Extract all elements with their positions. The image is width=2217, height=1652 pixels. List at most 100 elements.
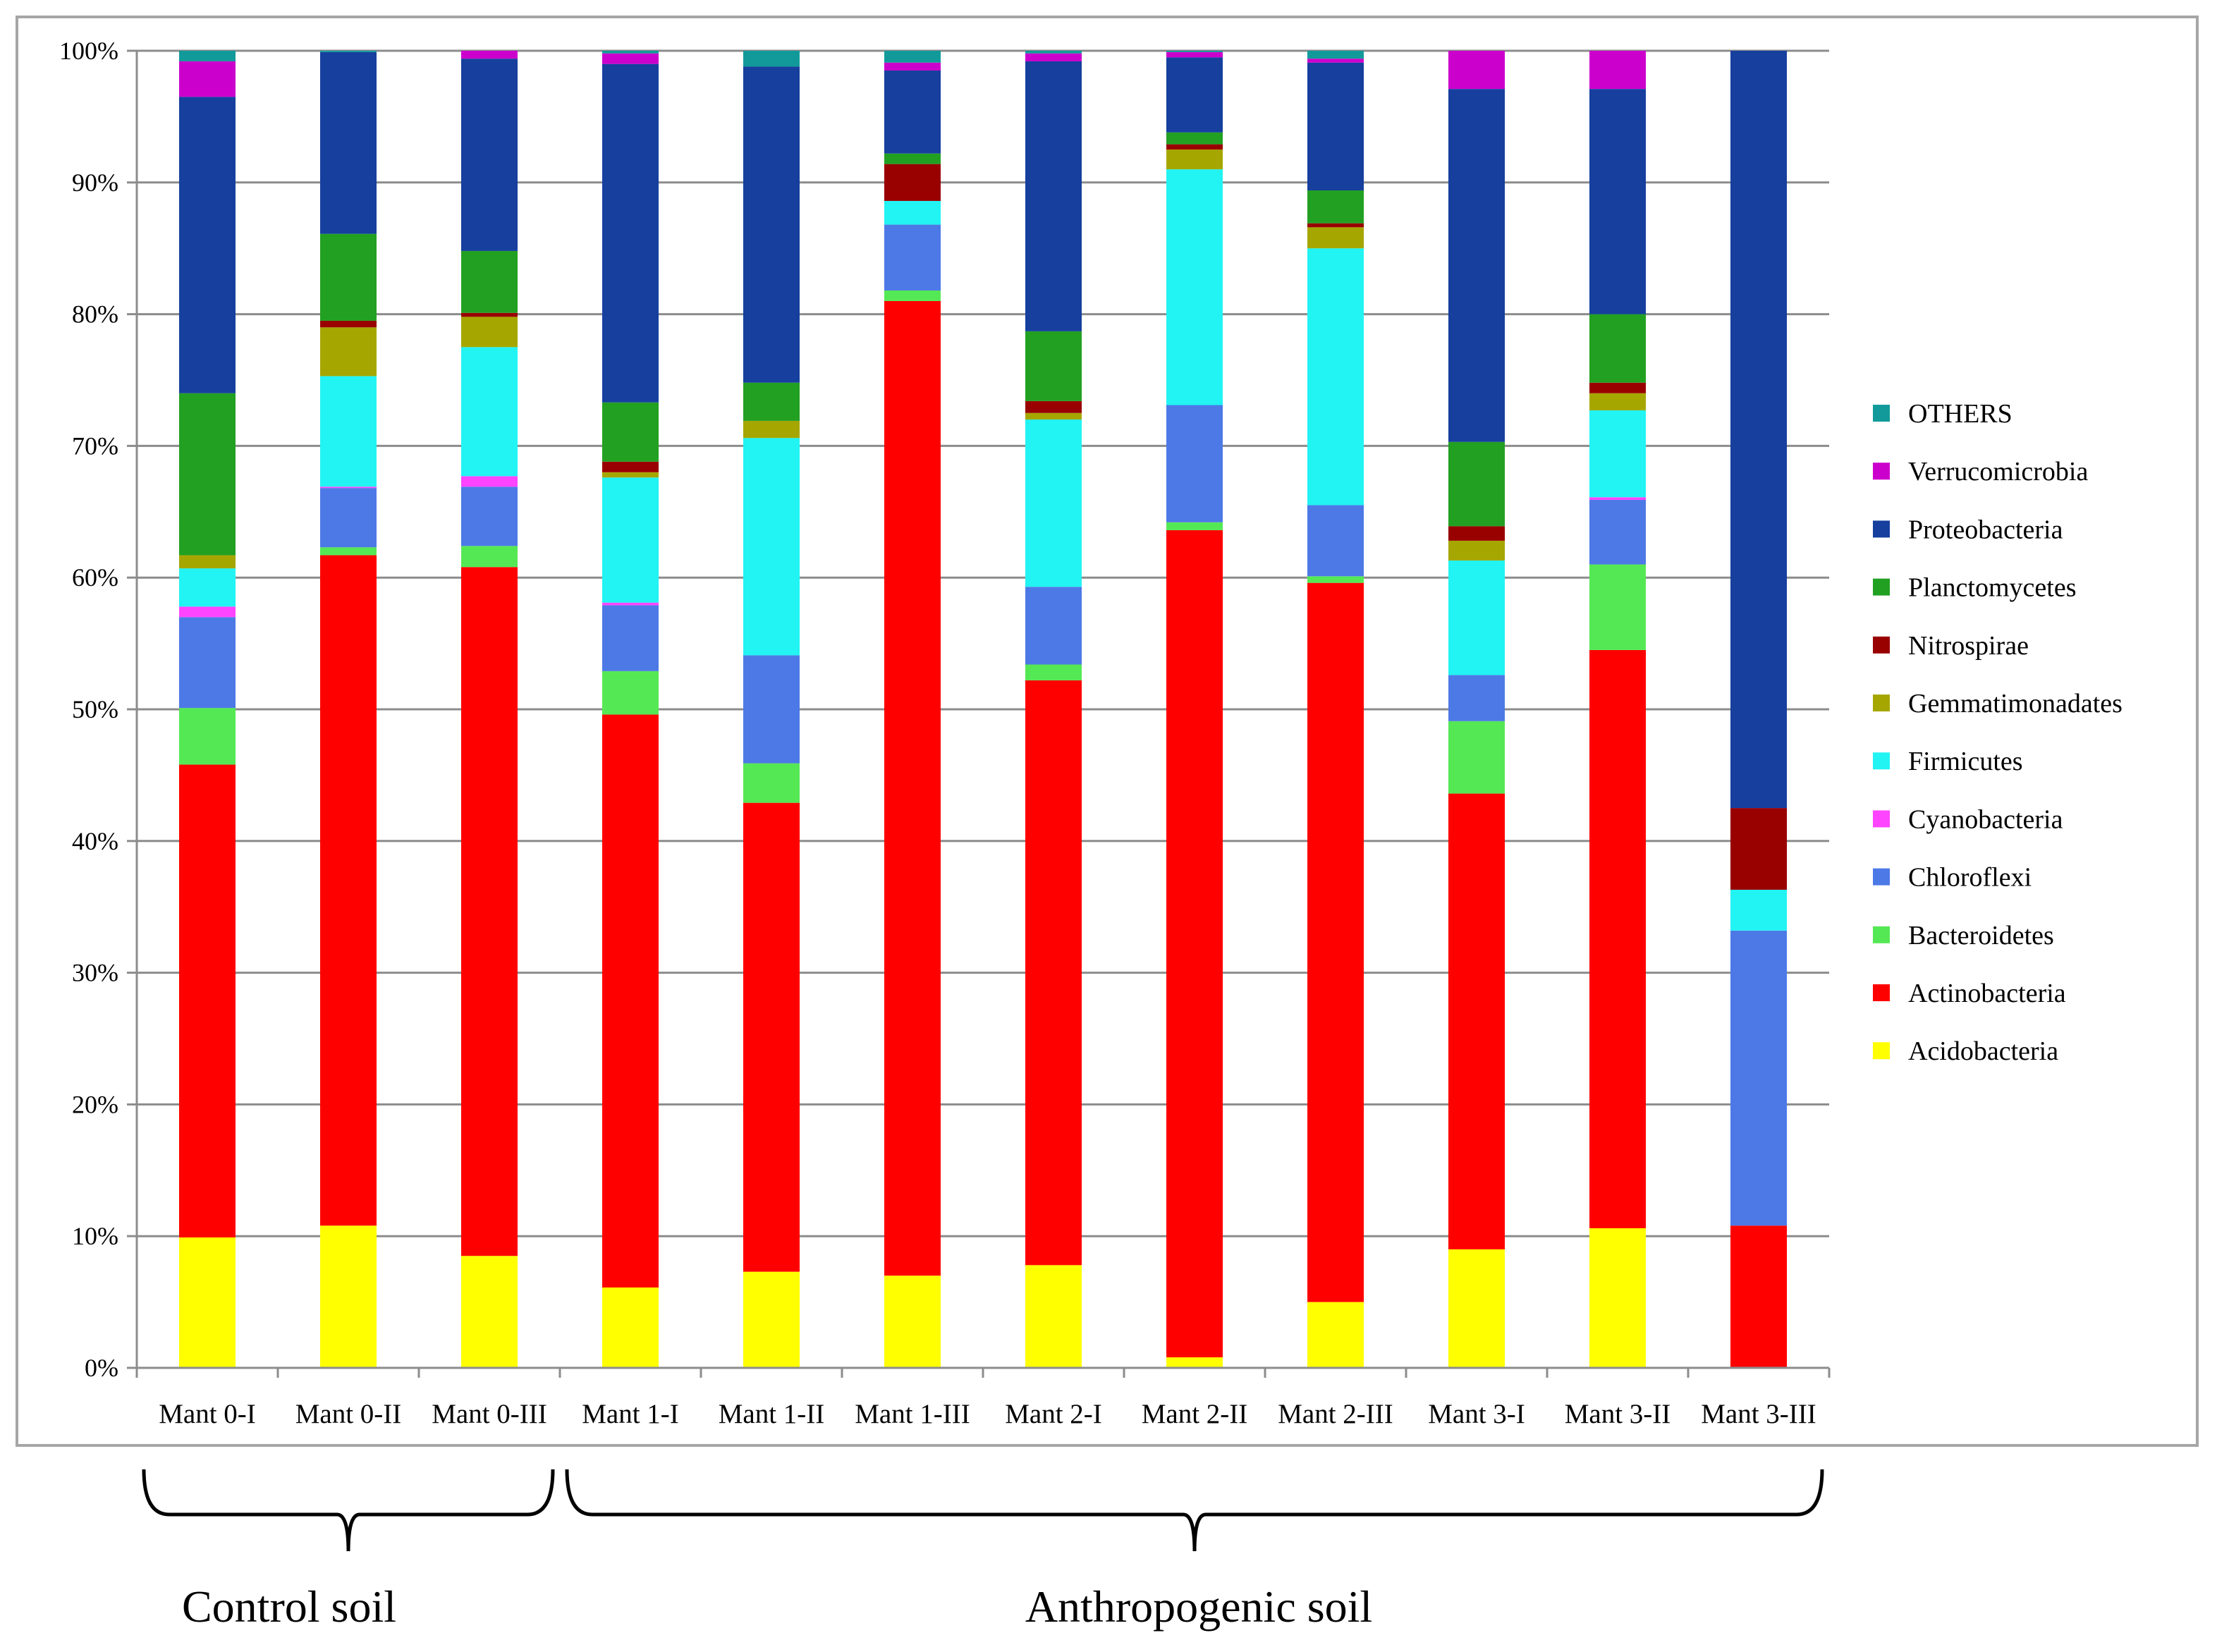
bar-segment	[743, 802, 800, 1272]
legend-swatch	[1873, 810, 1890, 828]
bar-segment	[179, 51, 236, 61]
bar-segment	[461, 347, 518, 477]
bar-segment	[743, 1271, 800, 1368]
bar-segment	[884, 71, 941, 154]
bar-segment	[1025, 680, 1082, 1266]
bar-segment	[884, 62, 941, 71]
bar-segment	[179, 606, 236, 618]
bar-segment	[1025, 420, 1082, 587]
legend-swatch	[1873, 752, 1890, 770]
bar-segment	[179, 708, 236, 765]
bar-segment	[1025, 331, 1082, 401]
group-brace	[142, 1469, 555, 1552]
bar-segment	[1166, 1357, 1223, 1368]
bar-segment	[179, 1237, 236, 1368]
bar-segment	[602, 602, 659, 606]
bar-segment	[1307, 190, 1364, 224]
bar-segment	[1025, 61, 1082, 331]
legend-label: Nitrospirae	[1908, 631, 2029, 661]
bar-segment	[1589, 564, 1646, 650]
bar-segment	[602, 63, 659, 403]
bar-segment	[602, 1287, 659, 1368]
legend-swatch	[1873, 463, 1890, 480]
bar-segment	[1307, 62, 1364, 191]
bar-segment	[1448, 793, 1505, 1249]
bar-segment	[320, 320, 377, 328]
bar-segment	[1448, 675, 1505, 721]
bar-segment	[1025, 587, 1082, 665]
bar-segment	[461, 312, 518, 317]
bar-segment	[743, 382, 800, 421]
bar-segment	[1448, 1249, 1505, 1368]
y-tick-label: 10%	[72, 1222, 118, 1250]
bar-segment	[461, 51, 518, 59]
bar-segment	[1730, 1225, 1787, 1368]
bar-segment	[884, 200, 941, 225]
x-tick-label: Mant 2-II	[1142, 1399, 1248, 1429]
bar-segment	[1307, 59, 1364, 63]
bar-segment	[1025, 400, 1082, 413]
bar-segment	[602, 671, 659, 715]
chart-frame	[16, 16, 2199, 1447]
y-tick-label: 80%	[72, 300, 118, 329]
bar-segment	[602, 53, 659, 64]
legend-label: Firmicutes	[1908, 747, 2023, 776]
bar-segment	[1166, 169, 1223, 405]
bar-segment	[461, 546, 518, 568]
bar-segment	[1025, 412, 1082, 420]
bar-segment	[461, 250, 518, 313]
bar-segment	[461, 59, 518, 251]
x-tick-label: Mant 3-III	[1701, 1399, 1816, 1429]
y-tick-label: 30%	[72, 959, 118, 987]
bar-segment	[602, 714, 659, 1288]
bar-segment	[1589, 51, 1646, 90]
bar-segment	[1166, 530, 1223, 1358]
bar-segment	[1166, 522, 1223, 530]
legend-label: Cyanobacteria	[1908, 804, 2063, 834]
legend-swatch	[1873, 405, 1890, 422]
gridlines	[137, 49, 1829, 1237]
bar-segment	[320, 51, 377, 234]
bar-segment	[1589, 410, 1646, 498]
bar-segment	[884, 51, 941, 63]
bar-segment	[1589, 649, 1646, 1228]
legend-label: OTHERS	[1908, 399, 2013, 429]
bar-segment	[179, 393, 236, 556]
bar-segment	[320, 487, 377, 489]
legend-label: Gemmatimonadates	[1908, 689, 2123, 718]
legend-label: Proteobacteria	[1908, 515, 2063, 544]
bar-segment	[1307, 582, 1364, 1302]
bar-segment	[1448, 721, 1505, 794]
legend-swatch	[1873, 695, 1890, 711]
bar-segment	[320, 555, 377, 1226]
x-tick-label: Mant 0-III	[432, 1399, 547, 1429]
bar-segment	[179, 61, 236, 97]
legend-swatch	[1873, 868, 1890, 886]
bar-segment	[1307, 51, 1364, 59]
bar-segment	[320, 547, 377, 556]
bar-segment	[1589, 314, 1646, 383]
bar-segment	[1166, 149, 1223, 170]
bar-segment	[743, 420, 800, 439]
x-tick-label: Mant 1-II	[719, 1399, 825, 1429]
y-tick-label: 70%	[72, 432, 118, 460]
bar-segment	[1166, 132, 1223, 145]
group-label: Anthropogenic soil	[1025, 1581, 1372, 1632]
bar-segment	[743, 438, 800, 656]
bar-segment	[179, 568, 236, 607]
x-tick-label: Mant 3-II	[1565, 1399, 1671, 1429]
x-tick-label: Mant 1-III	[855, 1399, 970, 1429]
bar-segment	[1589, 89, 1646, 314]
bar-segment	[884, 1275, 941, 1368]
bar-segment	[1730, 51, 1787, 809]
y-tick-label: 50%	[72, 695, 118, 723]
bar-segment	[1730, 889, 1787, 931]
bar-segment	[1448, 540, 1505, 561]
axes: 0% 10% 20% 30% 40% 50% 60% 70% 80% 90% 100% Mant 0-…	[59, 37, 1831, 1429]
group-brace	[565, 1469, 1824, 1552]
bar-segment	[1307, 1302, 1364, 1368]
y-tick-label: 0%	[85, 1354, 118, 1382]
bar-segment	[179, 97, 236, 393]
legend-label: Chloroflexi	[1908, 863, 2032, 893]
